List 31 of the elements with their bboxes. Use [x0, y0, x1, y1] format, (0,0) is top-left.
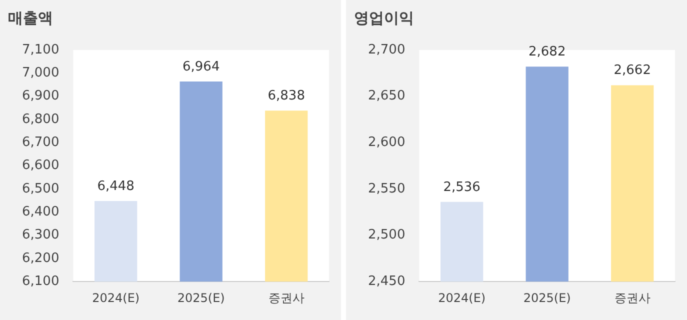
- y-tick-label: 6,500: [22, 181, 60, 196]
- y-tick-label: 7,000: [22, 66, 60, 81]
- y-tick-label: 7,100: [22, 42, 60, 58]
- y-tick-label: 6,200: [22, 250, 60, 266]
- x-tick-label: 2024(E): [92, 290, 140, 305]
- x-tick-label: 증권사: [614, 290, 650, 305]
- x-tick-label: 2024(E): [438, 290, 486, 305]
- y-tick-label: 6,800: [22, 112, 60, 127]
- data-label: 2,536: [443, 180, 480, 195]
- x-tick-label: 2025(E): [177, 290, 225, 305]
- data-label: 6,448: [97, 178, 134, 194]
- y-tick-label: 2,500: [368, 228, 406, 243]
- data-label: 2,682: [528, 44, 566, 60]
- y-tick-label: 6,400: [22, 204, 60, 220]
- chart-title: 매출액: [8, 8, 53, 27]
- data-label: 2,662: [614, 63, 651, 78]
- y-tick-label: 6,900: [22, 88, 60, 104]
- y-tick-label: 6,100: [22, 274, 60, 289]
- data-label: 6,838: [268, 88, 305, 104]
- y-tick-label: 2,700: [368, 42, 406, 58]
- y-tick-label: 2,450: [368, 274, 406, 289]
- y-tick-label: 6,700: [22, 135, 60, 150]
- y-tick-label: 2,550: [368, 181, 406, 196]
- data-label: 6,964: [182, 59, 220, 74]
- y-tick-label: 2,650: [368, 88, 406, 104]
- x-tick-label: 증권사: [268, 290, 304, 305]
- y-tick-label: 6,300: [22, 228, 60, 243]
- chart-title: 영업이익: [354, 8, 414, 27]
- y-tick-label: 2,600: [368, 135, 406, 150]
- y-tick-label: 6,600: [22, 158, 60, 174]
- x-tick-label: 2025(E): [523, 290, 571, 305]
